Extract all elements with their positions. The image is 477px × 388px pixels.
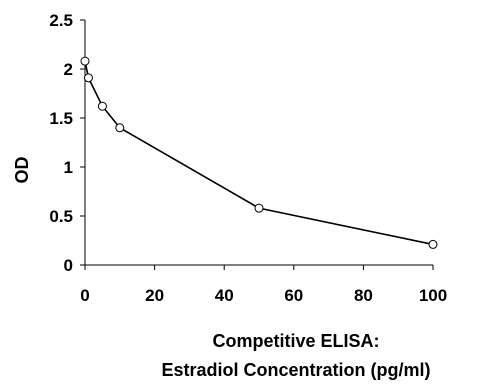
x-ticks: 0 20 40 60 80 100	[80, 265, 447, 305]
x-tick-label: 40	[215, 286, 234, 305]
y-tick-label: 2.5	[49, 11, 73, 30]
y-tick-label: 0	[64, 256, 73, 275]
axes	[84, 20, 433, 266]
data-point	[254, 203, 264, 213]
x-axis-title-line-2: Estradiol Concentration (pg/ml)	[161, 360, 430, 380]
x-tick-label: 100	[419, 286, 447, 305]
y-tick-label: 2	[64, 60, 73, 79]
series-line	[84, 60, 434, 246]
y-tick-label: 1	[64, 158, 73, 177]
series	[80, 56, 438, 249]
x-tick-label: 20	[145, 286, 164, 305]
x-axis-title-line-1: Competitive ELISA:	[212, 331, 379, 351]
data-point	[83, 73, 93, 83]
data-point	[428, 239, 438, 249]
data-point	[97, 101, 107, 111]
data-point	[115, 123, 125, 133]
y-tick-label: 0.5	[49, 207, 73, 226]
y-ticks: 0 0.5 1 1.5 2 2.5	[49, 11, 85, 275]
data-point	[80, 56, 90, 66]
x-tick-label: 60	[284, 286, 303, 305]
x-tick-label: 80	[354, 286, 373, 305]
x-tick-label: 0	[80, 286, 89, 305]
y-axis-title: OD	[12, 156, 32, 183]
y-tick-label: 1.5	[49, 109, 73, 128]
